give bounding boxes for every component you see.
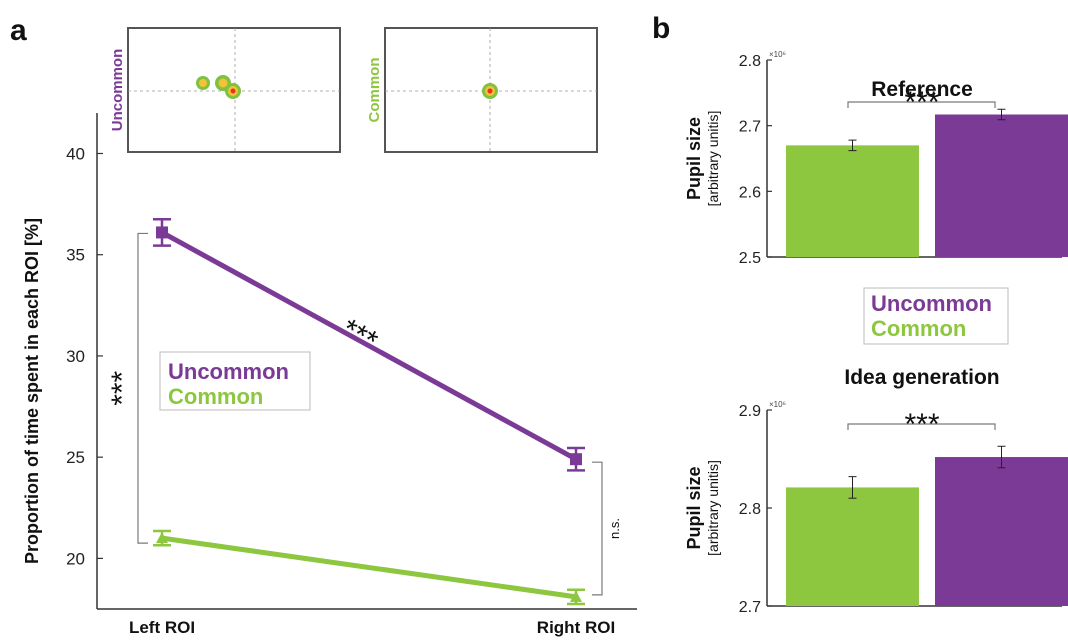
scale-label: ×10⁶: [769, 50, 786, 59]
thumbnail-label-uncommon: Uncommon: [109, 49, 126, 132]
chart-title: Reference: [871, 78, 973, 101]
heat-blob: [218, 78, 228, 88]
bar-uncommon: [935, 457, 1068, 606]
thumbnail-label-common: Common: [366, 58, 383, 123]
y-tick-label: 2.7: [739, 119, 761, 136]
heatmap-thumbnail-uncommon: [127, 27, 341, 153]
significance-bracket-right: [592, 461, 603, 596]
line-chart-roi: 20 25 30 35 40 Left ROI Right ROI Proportion of…: [22, 113, 637, 637]
bar-common: [786, 145, 919, 257]
legend-a-uncommon: Uncommon: [168, 359, 289, 384]
data-point-uncommon: [570, 453, 582, 466]
heat-blob: [487, 88, 493, 94]
y-tick-label: 2.5: [739, 250, 761, 267]
significance-bracket: [847, 423, 996, 430]
y-axis-sublabel: [arbitrary unitis]: [705, 111, 721, 207]
significance-bracket: [847, 101, 996, 108]
y-tick-label: 40: [66, 144, 85, 163]
y-axis-sublabel: [arbitrary unitis]: [705, 460, 721, 556]
y-tick-label: 35: [66, 246, 85, 265]
significance-bracket-left: [137, 232, 148, 544]
y-tick-label: 30: [66, 347, 85, 366]
data-point-common: [156, 532, 168, 544]
legend-panel-b: Uncommon Common: [863, 287, 1009, 345]
significance-right: n.s.: [607, 518, 622, 539]
data-point-common: [570, 590, 582, 602]
panel-label-a: a: [10, 14, 27, 47]
bar-chart-reference: 2.5 2.6 2.7 2.8 ×10⁶ Reference Pupil size [arbi…: [684, 50, 1068, 267]
y-tick-label: 25: [66, 448, 85, 467]
heatmap-thumbnail-common: [384, 27, 598, 153]
significance-stars: ***: [904, 408, 939, 441]
x-tick-label: Right ROI: [537, 618, 615, 637]
y-tick-label: 2.9: [739, 403, 761, 420]
series-line-uncommon: [160, 230, 578, 462]
y-axis-label: Pupil size: [684, 117, 704, 200]
bar-uncommon: [935, 114, 1068, 258]
y-axis-label: Pupil size: [684, 466, 704, 549]
y-tick-label: 2.8: [739, 53, 761, 70]
legend-b-uncommon: Uncommon: [871, 291, 992, 316]
scale-label: ×10⁶: [769, 400, 786, 409]
data-point-uncommon: [156, 226, 168, 239]
bar-chart-idea-generation: 2.7 2.8 2.9 ×10⁶ Idea generation Pupil size [a…: [684, 366, 1068, 616]
series-line-common: [161, 535, 577, 600]
legend-panel-a: [159, 351, 311, 411]
chart-title: Idea generation: [844, 366, 999, 389]
heat-blob: [199, 79, 207, 87]
legend-a-common: Common: [168, 384, 263, 409]
gaze-heat-blobs-common: [482, 83, 498, 99]
y-tick-label: 2.6: [739, 184, 761, 201]
gaze-heat-blobs-uncommon: [196, 75, 241, 99]
legend-b-common: Common: [871, 316, 966, 341]
significance-left: ***: [106, 370, 139, 405]
panel-label-b: b: [652, 12, 670, 45]
heat-blob: [230, 88, 236, 94]
x-tick-label: Left ROI: [129, 618, 195, 637]
bar-common: [786, 487, 919, 606]
y-axis-label: Proportion of time spent in each ROI [%]: [22, 218, 42, 564]
y-tick-label: 20: [66, 549, 85, 568]
significance-stars: ***: [904, 86, 939, 119]
y-tick-label: 2.8: [739, 501, 761, 518]
y-tick-label: 2.7: [739, 599, 761, 616]
